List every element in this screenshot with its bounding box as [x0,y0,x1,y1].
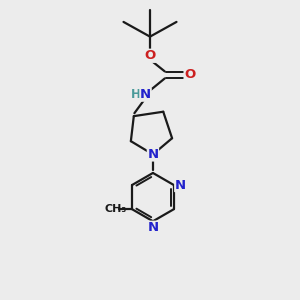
Text: CH₃: CH₃ [105,204,127,214]
Text: N: N [175,178,186,191]
Text: O: O [184,68,195,81]
Text: N: N [147,221,158,234]
Text: O: O [144,49,156,62]
Text: H: H [131,88,141,101]
Text: N: N [147,148,158,161]
Text: N: N [140,88,151,101]
